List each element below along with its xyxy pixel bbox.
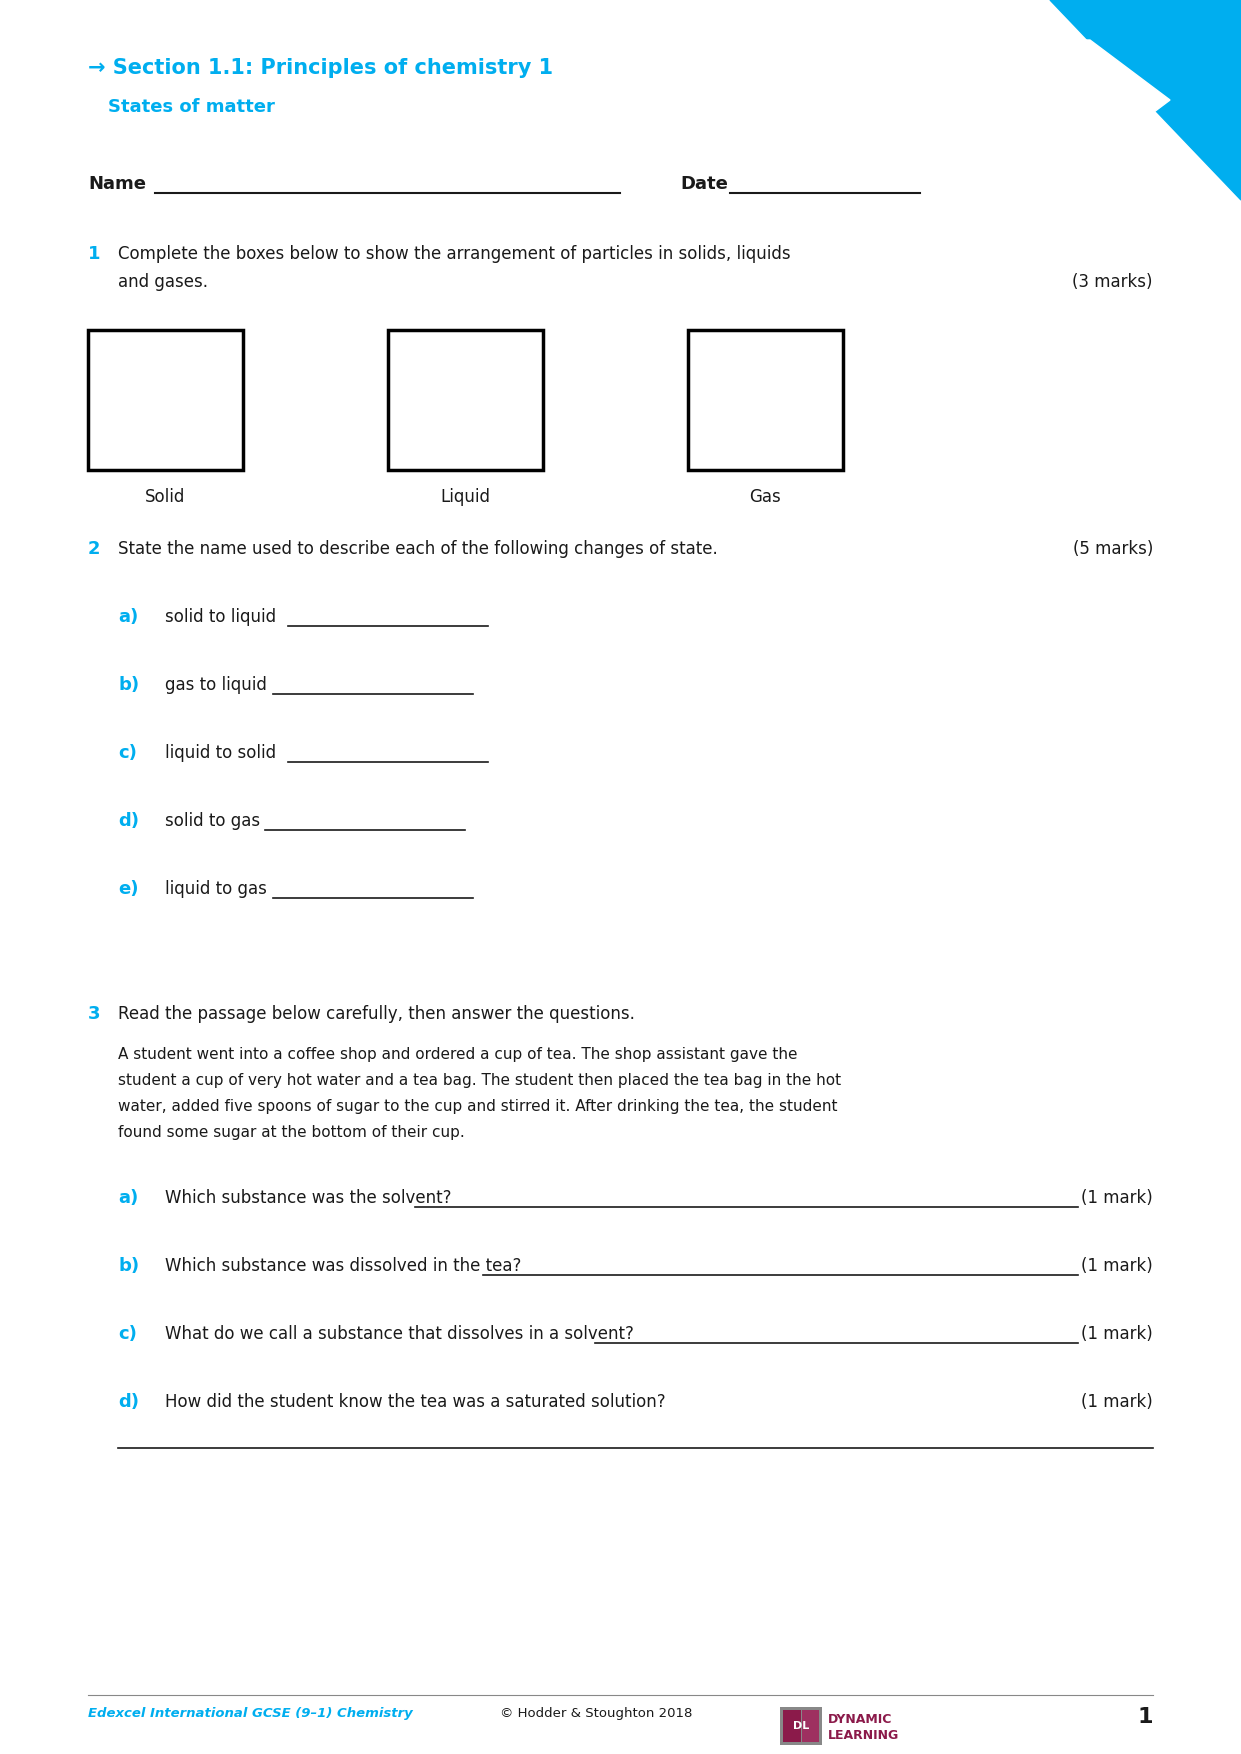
Text: student a cup of very hot water and a tea bag. The student then placed the tea b: student a cup of very hot water and a te… — [118, 1073, 841, 1087]
Bar — [88, 330, 243, 470]
Text: solid to liquid: solid to liquid — [165, 609, 277, 626]
Text: What do we call a substance that dissolves in a solvent?: What do we call a substance that dissolv… — [165, 1324, 634, 1344]
Text: Date: Date — [680, 175, 728, 193]
Text: e): e) — [118, 881, 139, 898]
Polygon shape — [1050, 40, 1170, 160]
Text: c): c) — [118, 744, 137, 761]
Text: found some sugar at the bottom of their cup.: found some sugar at the bottom of their … — [118, 1124, 464, 1140]
Text: States of matter: States of matter — [108, 98, 274, 116]
Text: (1 mark): (1 mark) — [1081, 1258, 1153, 1275]
Text: a): a) — [118, 609, 138, 626]
Text: Liquid: Liquid — [441, 488, 490, 505]
Text: (1 mark): (1 mark) — [1081, 1393, 1153, 1410]
Polygon shape — [1050, 0, 1241, 200]
Text: Which substance was the solvent?: Which substance was the solvent? — [165, 1189, 452, 1207]
Text: solid to gas: solid to gas — [165, 812, 261, 830]
Text: How did the student know the tea was a saturated solution?: How did the student know the tea was a s… — [165, 1393, 665, 1410]
Text: 1: 1 — [1138, 1707, 1153, 1728]
Text: Solid: Solid — [145, 488, 186, 505]
Text: (3 marks): (3 marks) — [1072, 274, 1153, 291]
Text: liquid to solid: liquid to solid — [165, 744, 277, 761]
Text: and gases.: and gases. — [118, 274, 208, 291]
Text: a): a) — [118, 1189, 138, 1207]
Text: (1 mark): (1 mark) — [1081, 1324, 1153, 1344]
Text: b): b) — [118, 1258, 139, 1275]
Text: Read the passage below carefully, then answer the questions.: Read the passage below carefully, then a… — [118, 1005, 635, 1023]
Text: 2: 2 — [88, 540, 101, 558]
Bar — [688, 330, 843, 470]
Bar — [783, 1710, 800, 1742]
Text: → Section 1.1: Principles of chemistry 1: → Section 1.1: Principles of chemistry 1 — [88, 58, 553, 77]
Bar — [781, 1707, 822, 1745]
Text: 1: 1 — [88, 246, 101, 263]
Bar — [388, 330, 544, 470]
Text: (1 mark): (1 mark) — [1081, 1189, 1153, 1207]
Text: © Hodder & Stoughton 2018: © Hodder & Stoughton 2018 — [500, 1707, 692, 1721]
Text: LEARNING: LEARNING — [828, 1729, 900, 1742]
Text: Which substance was dissolved in the tea?: Which substance was dissolved in the tea… — [165, 1258, 521, 1275]
Text: DYNAMIC: DYNAMIC — [828, 1714, 892, 1726]
Text: Name: Name — [88, 175, 146, 193]
Bar — [802, 1710, 819, 1742]
Text: Gas: Gas — [750, 488, 782, 505]
Text: d): d) — [118, 812, 139, 830]
Text: Edexcel International GCSE (9–1) Chemistry: Edexcel International GCSE (9–1) Chemist… — [88, 1707, 413, 1721]
Text: c): c) — [118, 1324, 137, 1344]
Text: d): d) — [118, 1393, 139, 1410]
Text: State the name used to describe each of the following changes of state.: State the name used to describe each of … — [118, 540, 717, 558]
Text: (5 marks): (5 marks) — [1072, 540, 1153, 558]
Text: Complete the boxes below to show the arrangement of particles in solids, liquids: Complete the boxes below to show the arr… — [118, 246, 791, 263]
Text: b): b) — [118, 675, 139, 695]
Text: gas to liquid: gas to liquid — [165, 675, 267, 695]
Text: 3: 3 — [88, 1005, 101, 1023]
Text: liquid to gas: liquid to gas — [165, 881, 267, 898]
Text: water, added five spoons of sugar to the cup and stirred it. After drinking the : water, added five spoons of sugar to the… — [118, 1100, 838, 1114]
Text: DL: DL — [793, 1721, 809, 1731]
Text: A student went into a coffee shop and ordered a cup of tea. The shop assistant g: A student went into a coffee shop and or… — [118, 1047, 798, 1061]
